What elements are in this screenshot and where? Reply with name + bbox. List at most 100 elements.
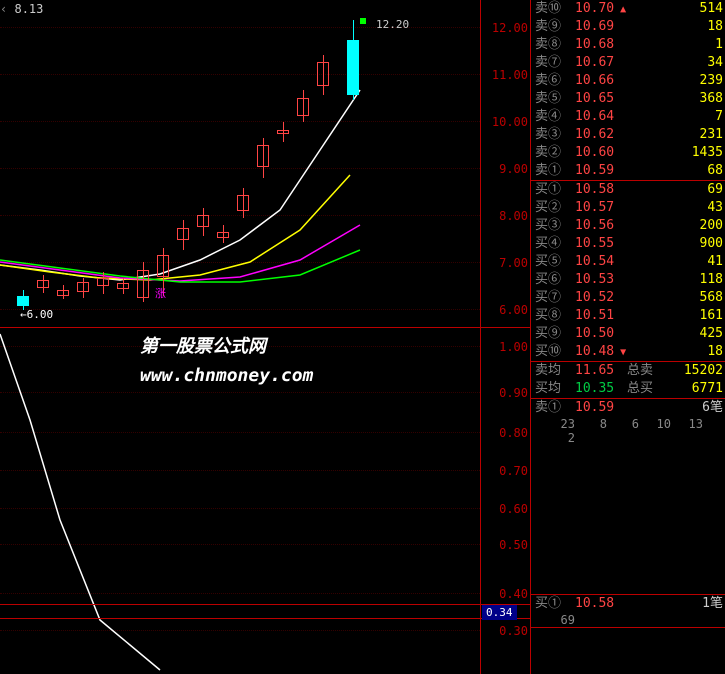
ob-label: 卖⑩ — [535, 0, 575, 18]
ob-volume: 514 — [627, 0, 725, 18]
orderbook-row[interactable]: 卖⑧10.681 — [531, 36, 725, 54]
y-axis-label: 0.60 — [499, 502, 528, 516]
gridline — [0, 432, 480, 433]
gridline — [0, 593, 480, 594]
orderbook-row[interactable]: 买②10.5743 — [531, 199, 725, 217]
candle[interactable] — [75, 0, 91, 330]
gridline — [0, 544, 480, 545]
orderbook-row[interactable]: 卖⑥10.66239 — [531, 72, 725, 90]
ob-volume: 118 — [627, 271, 725, 289]
tick-numbers-1: 23861013 — [531, 417, 725, 431]
candle[interactable] — [155, 0, 171, 330]
orderbook-row[interactable]: 卖⑨10.6918 — [531, 18, 725, 36]
candle[interactable] — [315, 0, 331, 330]
orderbook-row[interactable]: 卖③10.62231 — [531, 126, 725, 144]
ob-label: 买⑥ — [535, 271, 575, 289]
ob-price: 10.62 — [575, 126, 627, 144]
candle[interactable] — [95, 0, 111, 330]
orderbook-row[interactable]: 卖①10.596笔 — [531, 399, 725, 417]
candle[interactable] — [235, 0, 251, 330]
y-axis-label: 0.30 — [499, 624, 528, 638]
ob-price: 10.69 — [575, 18, 627, 36]
candle[interactable] — [345, 0, 361, 330]
orderbook-row[interactable]: 买⑩10.48 ▼18 — [531, 343, 725, 361]
ob-volume: 43 — [627, 199, 725, 217]
ob-price: 10.59 — [575, 399, 627, 417]
ob-volume: 6笔 — [627, 399, 725, 417]
y-axis-label: 8.00 — [499, 209, 528, 223]
ob-price: 11.65 — [575, 362, 627, 380]
candle[interactable] — [255, 0, 271, 330]
orderbook-row[interactable]: 买⑧10.51161 — [531, 307, 725, 325]
ob-label: 卖① — [535, 399, 575, 417]
ob-volume: 15202 — [663, 362, 725, 380]
ob-label: 卖⑤ — [535, 90, 575, 108]
candle[interactable] — [115, 0, 131, 330]
orderbook-row[interactable]: 卖①10.5968 — [531, 162, 725, 180]
tick-numbers-2: 2 — [531, 431, 725, 445]
chart-area[interactable]: ‹ 8.13 12.20 ←6.00 涨 第一股票公式网 www.chnmone… — [0, 0, 530, 674]
candle[interactable] — [215, 0, 231, 330]
ob-volume: 1 — [627, 36, 725, 54]
ob-volume: 239 — [627, 72, 725, 90]
orderbook-row[interactable]: 买⑦10.52568 — [531, 289, 725, 307]
ob-price: 10.48 ▼ — [575, 343, 627, 361]
ob-price: 10.50 — [575, 325, 627, 343]
orderbook-row[interactable]: 卖⑩10.70 ▲514 — [531, 0, 725, 18]
ob-label: 买⑨ — [535, 325, 575, 343]
ob-volume: 34 — [627, 54, 725, 72]
ob-volume: 69 — [627, 181, 725, 199]
orderbook-row[interactable]: 卖⑤10.65368 — [531, 90, 725, 108]
y-axis-label: 0.90 — [499, 386, 528, 400]
orderbook-bottom: 买① 10.58 1笔 69 — [531, 594, 725, 628]
orderbook-row[interactable]: 卖④10.647 — [531, 108, 725, 126]
ob-price: 10.51 — [575, 307, 627, 325]
candle[interactable] — [55, 0, 71, 330]
ob-label: 卖④ — [535, 108, 575, 126]
ob-volume: 231 — [627, 126, 725, 144]
candle[interactable] — [195, 0, 211, 330]
ob-price: 10.52 — [575, 289, 627, 307]
ob-price: 10.59 — [575, 162, 627, 180]
ob-volume: 161 — [627, 307, 725, 325]
candle[interactable] — [15, 0, 31, 330]
ob-volume: 425 — [627, 325, 725, 343]
y-axis-label: 12.00 — [492, 21, 528, 35]
ob-volume: 18 — [627, 18, 725, 36]
candle[interactable] — [35, 0, 51, 330]
orderbook-row[interactable]: 买①10.5869 — [531, 181, 725, 199]
orderbook-row[interactable]: 买⑥10.53118 — [531, 271, 725, 289]
chart-divider — [0, 327, 530, 328]
candle[interactable] — [295, 0, 311, 330]
bottom-buy-label: 买① — [535, 595, 575, 613]
ob-label: 卖均 — [535, 362, 575, 380]
candle[interactable] — [175, 0, 191, 330]
orderbook-avg-row: 卖均11.65总卖15202 — [531, 362, 725, 380]
ob-label: 卖⑧ — [535, 36, 575, 54]
orderbook-row[interactable]: 买④10.55900 — [531, 235, 725, 253]
bottom-buy-price: 10.58 — [575, 595, 627, 613]
ob-price: 10.55 — [575, 235, 627, 253]
candle[interactable] — [135, 0, 151, 330]
orderbook-row[interactable]: 卖②10.601435 — [531, 144, 725, 162]
bottom-buy-row[interactable]: 买① 10.58 1笔 — [531, 595, 725, 613]
candle[interactable] — [275, 0, 291, 330]
orderbook-row[interactable]: 卖⑦10.6734 — [531, 54, 725, 72]
ob-label: 买均 — [535, 380, 575, 398]
orderbook-row[interactable]: 买③10.56200 — [531, 217, 725, 235]
y-axis-label: 7.00 — [499, 256, 528, 270]
marker-text: 涨 — [155, 285, 166, 301]
y-axis-label: 6.00 — [499, 303, 528, 317]
y-axis-label: 1.00 — [499, 340, 528, 354]
orderbook-avg-row: 买均10.35总买6771 — [531, 380, 725, 398]
ob-label: 买③ — [535, 217, 575, 235]
ob-label: 卖② — [535, 144, 575, 162]
ob-volume: 41 — [627, 253, 725, 271]
ob-price: 10.64 — [575, 108, 627, 126]
orderbook-row[interactable]: 买⑨10.50425 — [531, 325, 725, 343]
arrow-price-label: ←6.00 — [20, 308, 53, 321]
bottom-buy-vol: 1笔 — [627, 595, 725, 613]
ob-label: 买② — [535, 199, 575, 217]
orderbook-row[interactable]: 买⑤10.5441 — [531, 253, 725, 271]
orderbook-panel[interactable]: 卖⑩10.70 ▲514卖⑨10.6918卖⑧10.681卖⑦10.6734卖⑥… — [530, 0, 725, 674]
